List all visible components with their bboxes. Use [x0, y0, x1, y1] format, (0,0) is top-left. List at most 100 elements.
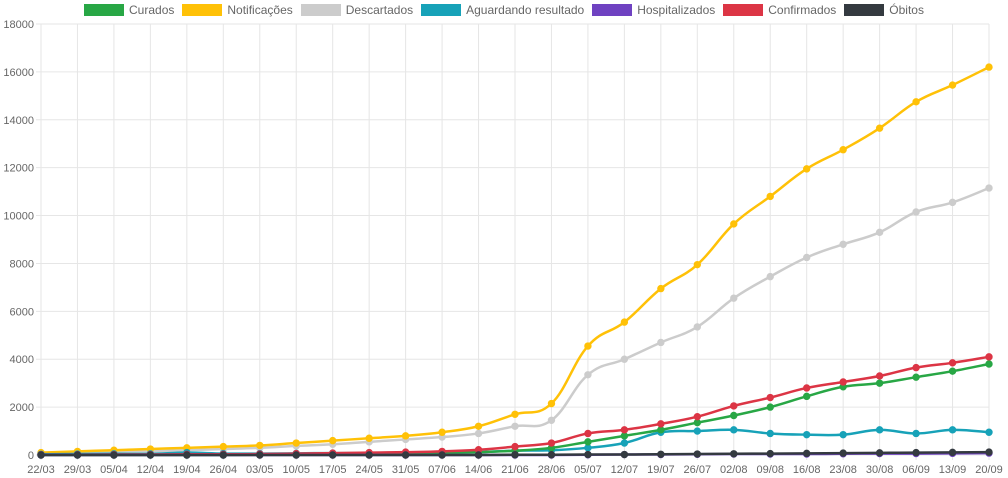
- data-point[interactable]: [839, 146, 847, 154]
- data-point[interactable]: [839, 378, 847, 386]
- data-point[interactable]: [693, 412, 702, 421]
- data-point[interactable]: [547, 399, 556, 408]
- data-point[interactable]: [584, 444, 592, 452]
- data-point[interactable]: [584, 371, 592, 379]
- data-point[interactable]: [474, 451, 483, 459]
- data-point[interactable]: [657, 284, 665, 293]
- data-point[interactable]: [657, 450, 665, 458]
- data-point[interactable]: [73, 451, 82, 459]
- data-point[interactable]: [802, 253, 811, 262]
- data-point[interactable]: [37, 451, 45, 459]
- data-point[interactable]: [985, 448, 993, 456]
- data-point[interactable]: [912, 208, 920, 216]
- data-point[interactable]: [584, 342, 592, 350]
- data-point[interactable]: [657, 426, 665, 434]
- data-point[interactable]: [948, 81, 957, 89]
- data-point[interactable]: [584, 438, 592, 446]
- data-point[interactable]: [912, 429, 920, 438]
- data-point[interactable]: [766, 393, 774, 402]
- data-point[interactable]: [657, 338, 665, 347]
- data-point[interactable]: [948, 359, 957, 367]
- data-point[interactable]: [620, 432, 629, 440]
- data-point[interactable]: [875, 372, 884, 380]
- data-point[interactable]: [110, 451, 118, 459]
- data-point[interactable]: [912, 373, 920, 381]
- data-point[interactable]: [948, 426, 957, 434]
- data-point[interactable]: [693, 418, 702, 427]
- data-point[interactable]: [802, 165, 811, 173]
- data-point[interactable]: [511, 410, 519, 418]
- data-point[interactable]: [802, 430, 811, 439]
- data-point[interactable]: [547, 439, 556, 447]
- data-point[interactable]: [365, 451, 373, 459]
- data-point[interactable]: [730, 402, 738, 410]
- legend-item[interactable]: Hospitalizados: [592, 3, 715, 17]
- data-point[interactable]: [219, 451, 228, 459]
- data-point[interactable]: [875, 449, 884, 457]
- data-point[interactable]: [985, 63, 993, 71]
- data-point[interactable]: [912, 363, 920, 372]
- data-point[interactable]: [511, 451, 519, 459]
- data-point[interactable]: [438, 428, 446, 436]
- data-point[interactable]: [766, 403, 774, 411]
- data-point[interactable]: [511, 422, 519, 430]
- data-point[interactable]: [256, 441, 264, 450]
- data-point[interactable]: [401, 451, 410, 459]
- data-point[interactable]: [328, 451, 337, 459]
- data-point[interactable]: [474, 429, 483, 438]
- data-point[interactable]: [730, 294, 738, 302]
- data-point[interactable]: [584, 429, 592, 438]
- data-point[interactable]: [256, 451, 264, 459]
- data-point[interactable]: [401, 432, 410, 440]
- data-point[interactable]: [802, 392, 811, 401]
- data-point[interactable]: [912, 448, 920, 457]
- data-point[interactable]: [693, 427, 702, 435]
- data-point[interactable]: [693, 323, 702, 331]
- data-point[interactable]: [802, 449, 811, 458]
- data-point[interactable]: [730, 411, 738, 420]
- data-point[interactable]: [985, 428, 993, 436]
- data-point[interactable]: [438, 451, 446, 459]
- data-point[interactable]: [328, 436, 337, 445]
- data-point[interactable]: [365, 434, 373, 442]
- data-point[interactable]: [730, 450, 738, 458]
- data-point[interactable]: [912, 98, 920, 106]
- data-point[interactable]: [730, 220, 738, 228]
- data-point[interactable]: [730, 426, 738, 434]
- data-point[interactable]: [985, 360, 993, 368]
- legend-item[interactable]: Óbitos: [844, 3, 924, 17]
- data-point[interactable]: [547, 451, 556, 459]
- data-point[interactable]: [948, 367, 957, 375]
- data-point[interactable]: [620, 355, 629, 363]
- legend-item[interactable]: Confirmados: [723, 3, 836, 17]
- legend-item[interactable]: Curados: [84, 3, 174, 17]
- data-point[interactable]: [839, 240, 847, 248]
- data-point[interactable]: [620, 439, 629, 447]
- data-point[interactable]: [875, 228, 884, 237]
- data-point[interactable]: [657, 420, 665, 428]
- data-point[interactable]: [948, 448, 957, 457]
- data-point[interactable]: [839, 430, 847, 439]
- data-point[interactable]: [219, 442, 228, 451]
- data-point[interactable]: [985, 353, 993, 361]
- data-point[interactable]: [766, 429, 774, 438]
- data-point[interactable]: [693, 260, 702, 269]
- data-point[interactable]: [547, 416, 556, 424]
- data-point[interactable]: [948, 198, 957, 207]
- data-point[interactable]: [802, 384, 811, 392]
- data-point[interactable]: [875, 379, 884, 387]
- data-point[interactable]: [766, 449, 774, 458]
- data-point[interactable]: [985, 184, 993, 192]
- legend-item[interactable]: Notificações: [182, 3, 293, 17]
- data-point[interactable]: [620, 426, 629, 434]
- data-point[interactable]: [620, 450, 629, 459]
- data-point[interactable]: [766, 192, 774, 201]
- data-point[interactable]: [766, 272, 774, 281]
- data-point[interactable]: [474, 422, 483, 430]
- data-point[interactable]: [183, 451, 191, 459]
- data-point[interactable]: [693, 450, 702, 458]
- data-point[interactable]: [584, 450, 592, 459]
- data-point[interactable]: [875, 426, 884, 434]
- legend-item[interactable]: Descartados: [300, 3, 413, 17]
- data-point[interactable]: [292, 439, 300, 447]
